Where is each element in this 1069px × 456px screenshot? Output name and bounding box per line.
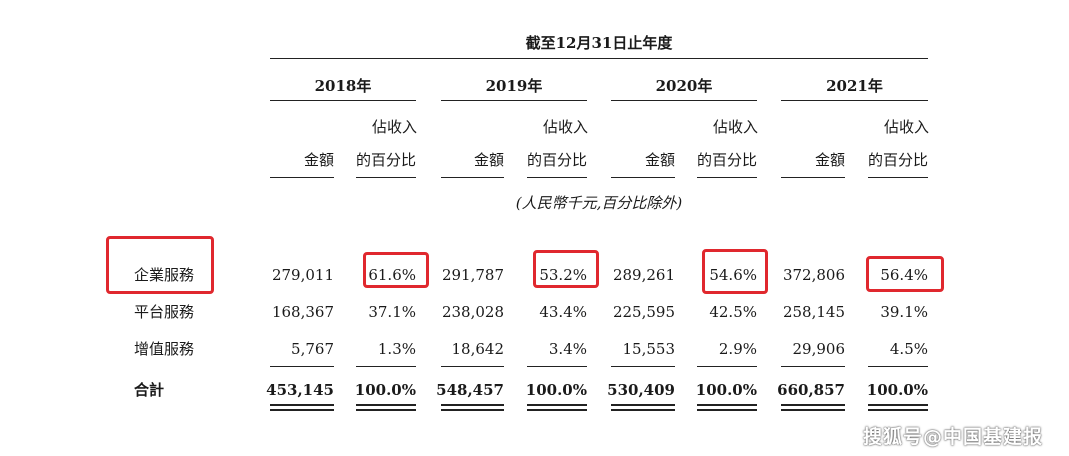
subheader-rule xyxy=(697,177,757,178)
year-rule-2020 xyxy=(611,100,757,101)
watermark-text: 搜狐号@中国基建报 xyxy=(862,426,1043,448)
total-double-rule xyxy=(527,409,587,411)
total-double-rule xyxy=(527,404,587,406)
cell-pct-2021: 100.0% xyxy=(866,381,928,399)
cell-pct-2020: 54.6% xyxy=(709,266,757,284)
cell-amount-2018: 453,145 xyxy=(266,381,334,399)
total-top-rule xyxy=(781,366,845,367)
total-top-rule xyxy=(611,366,675,367)
pct-label-line1: 佔收入 xyxy=(543,118,589,136)
cell-pct-2021: 56.4% xyxy=(880,266,928,284)
total-top-rule xyxy=(270,366,334,367)
total-double-rule xyxy=(697,409,757,411)
highlight-box-enterprise-label xyxy=(106,236,214,294)
total-double-rule xyxy=(356,404,416,406)
pct-label-line2: 的百分比 xyxy=(355,151,416,169)
cell-amount-2018: 168,367 xyxy=(271,303,334,321)
cell-pct-2019: 43.4% xyxy=(539,303,587,321)
cell-amount-2019: 238,028 xyxy=(441,303,504,321)
period-heading: 截至12月31日止年度 xyxy=(525,34,673,52)
highlight-box-pct-2018 xyxy=(363,252,429,288)
year-rule-2018 xyxy=(270,100,416,101)
cell-pct-2018: 61.6% xyxy=(368,266,416,284)
cell-amount-2021: 660,857 xyxy=(777,381,845,399)
total-top-rule xyxy=(697,366,757,367)
cell-pct-2020: 42.5% xyxy=(709,303,757,321)
subheader-rule xyxy=(356,177,416,178)
cell-amount-2020: 289,261 xyxy=(612,266,675,284)
total-top-rule xyxy=(441,366,504,367)
cell-pct-2018: 37.1% xyxy=(368,303,416,321)
row-label-value-added: 增值服務 xyxy=(134,340,195,358)
period-rule xyxy=(270,58,928,59)
pct-label-line1: 佔收入 xyxy=(372,118,418,136)
year-header-2019: 2019年 xyxy=(485,77,543,95)
cell-amount-2020: 530,409 xyxy=(607,381,675,399)
cell-amount-2021: 372,806 xyxy=(782,266,845,284)
row-label-enterprise: 企業服務 xyxy=(134,266,195,284)
amount-label: 金額 xyxy=(814,151,845,169)
total-double-rule xyxy=(441,409,504,411)
pct-label-line2: 的百分比 xyxy=(867,151,928,169)
subheader-rule xyxy=(868,177,928,178)
subheader-rule xyxy=(441,177,504,178)
pct-label-line1: 佔收入 xyxy=(884,118,930,136)
subheader-rule xyxy=(781,177,845,178)
cell-amount-2021: 29,906 xyxy=(792,340,846,358)
year-header-2020: 2020年 xyxy=(655,77,713,95)
cell-pct-2019: 100.0% xyxy=(525,381,587,399)
total-double-rule xyxy=(868,404,928,406)
subheader-rule xyxy=(527,177,587,178)
total-double-rule xyxy=(781,404,845,406)
cell-pct-2018: 1.3% xyxy=(377,340,416,358)
year-header-2018: 2018年 xyxy=(314,77,372,95)
total-top-rule xyxy=(356,366,416,367)
subheader-rule xyxy=(270,177,334,178)
cell-pct-2021: 39.1% xyxy=(880,303,928,321)
year-header-2021: 2021年 xyxy=(826,77,883,95)
highlight-box-pct-2019 xyxy=(533,250,599,288)
year-rule-2019 xyxy=(441,100,587,101)
total-double-rule xyxy=(868,409,928,411)
highlight-box-pct-2020 xyxy=(702,249,768,294)
amount-label: 金額 xyxy=(644,151,675,169)
unit-note: (人民幣千元,百分比除外) xyxy=(515,194,683,212)
total-double-rule xyxy=(781,409,845,411)
total-top-rule xyxy=(527,366,587,367)
cell-pct-2021: 4.5% xyxy=(889,340,928,358)
amount-label: 金額 xyxy=(473,151,504,169)
cell-amount-2018: 279,011 xyxy=(271,266,334,284)
highlight-box-pct-2021 xyxy=(866,256,944,292)
total-top-rule xyxy=(868,366,928,367)
subheader-rule xyxy=(611,177,675,178)
cell-amount-2020: 15,553 xyxy=(622,340,676,358)
total-double-rule xyxy=(697,404,757,406)
pct-label-line2: 的百分比 xyxy=(696,151,757,169)
cell-amount-2019: 548,457 xyxy=(436,381,504,399)
cell-amount-2018: 5,767 xyxy=(291,340,334,358)
total-double-rule xyxy=(441,404,504,406)
year-rule-2021 xyxy=(781,100,928,101)
total-double-rule xyxy=(270,404,334,406)
cell-pct-2019: 53.2% xyxy=(539,266,587,284)
total-double-rule xyxy=(611,409,675,411)
total-double-rule xyxy=(356,409,416,411)
cell-pct-2020: 100.0% xyxy=(695,381,757,399)
cell-amount-2019: 18,642 xyxy=(451,340,505,358)
row-label-platform: 平台服務 xyxy=(134,303,195,321)
amount-label: 金額 xyxy=(303,151,334,169)
total-double-rule xyxy=(270,409,334,411)
cell-pct-2019: 3.4% xyxy=(548,340,587,358)
cell-amount-2019: 291,787 xyxy=(441,266,504,284)
row-label-total: 合計 xyxy=(134,381,165,399)
pct-label-line1: 佔收入 xyxy=(713,118,759,136)
cell-amount-2021: 258,145 xyxy=(782,303,845,321)
total-double-rule xyxy=(611,404,675,406)
pct-label-line2: 的百分比 xyxy=(526,151,587,169)
cell-amount-2020: 225,595 xyxy=(612,303,675,321)
cell-pct-2018: 100.0% xyxy=(354,381,416,399)
cell-pct-2020: 2.9% xyxy=(718,340,757,358)
